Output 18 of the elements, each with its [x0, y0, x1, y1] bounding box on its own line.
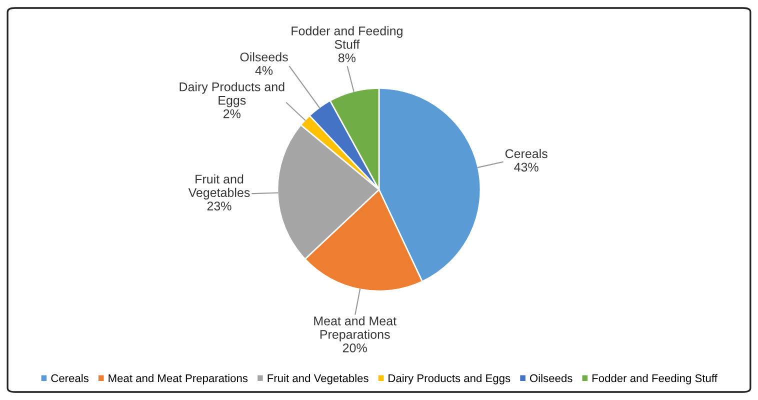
slice-label: Fruit and Vegetables [188, 174, 250, 200]
legend-label: Fruit and Vegetables [268, 374, 368, 384]
slice-label: Cereals [505, 148, 548, 158]
data-label: 2% [223, 109, 240, 118]
data-label: 8% [338, 53, 356, 62]
data-label: 43% [514, 162, 538, 172]
slice-label: Fodder and Feeding Stuff [292, 26, 402, 49]
data-label: 4% [255, 66, 273, 75]
legend-label: Cereals [51, 374, 89, 382]
legend-label: Fodder and Feeding Stuff [592, 374, 718, 384]
slice-label: Meat and Meat Preparations [314, 316, 396, 342]
legend-label: Oilseeds [530, 374, 572, 382]
legend-label: Meat and Meat Preparations [108, 374, 248, 384]
data-label: 20% [342, 343, 367, 352]
slice-label: Dairy Products and Eggs [180, 82, 284, 108]
legend-label: Dairy Products and Eggs [388, 374, 510, 384]
data-label: 23% [207, 202, 232, 210]
slice-label: Oilseeds [240, 52, 288, 62]
